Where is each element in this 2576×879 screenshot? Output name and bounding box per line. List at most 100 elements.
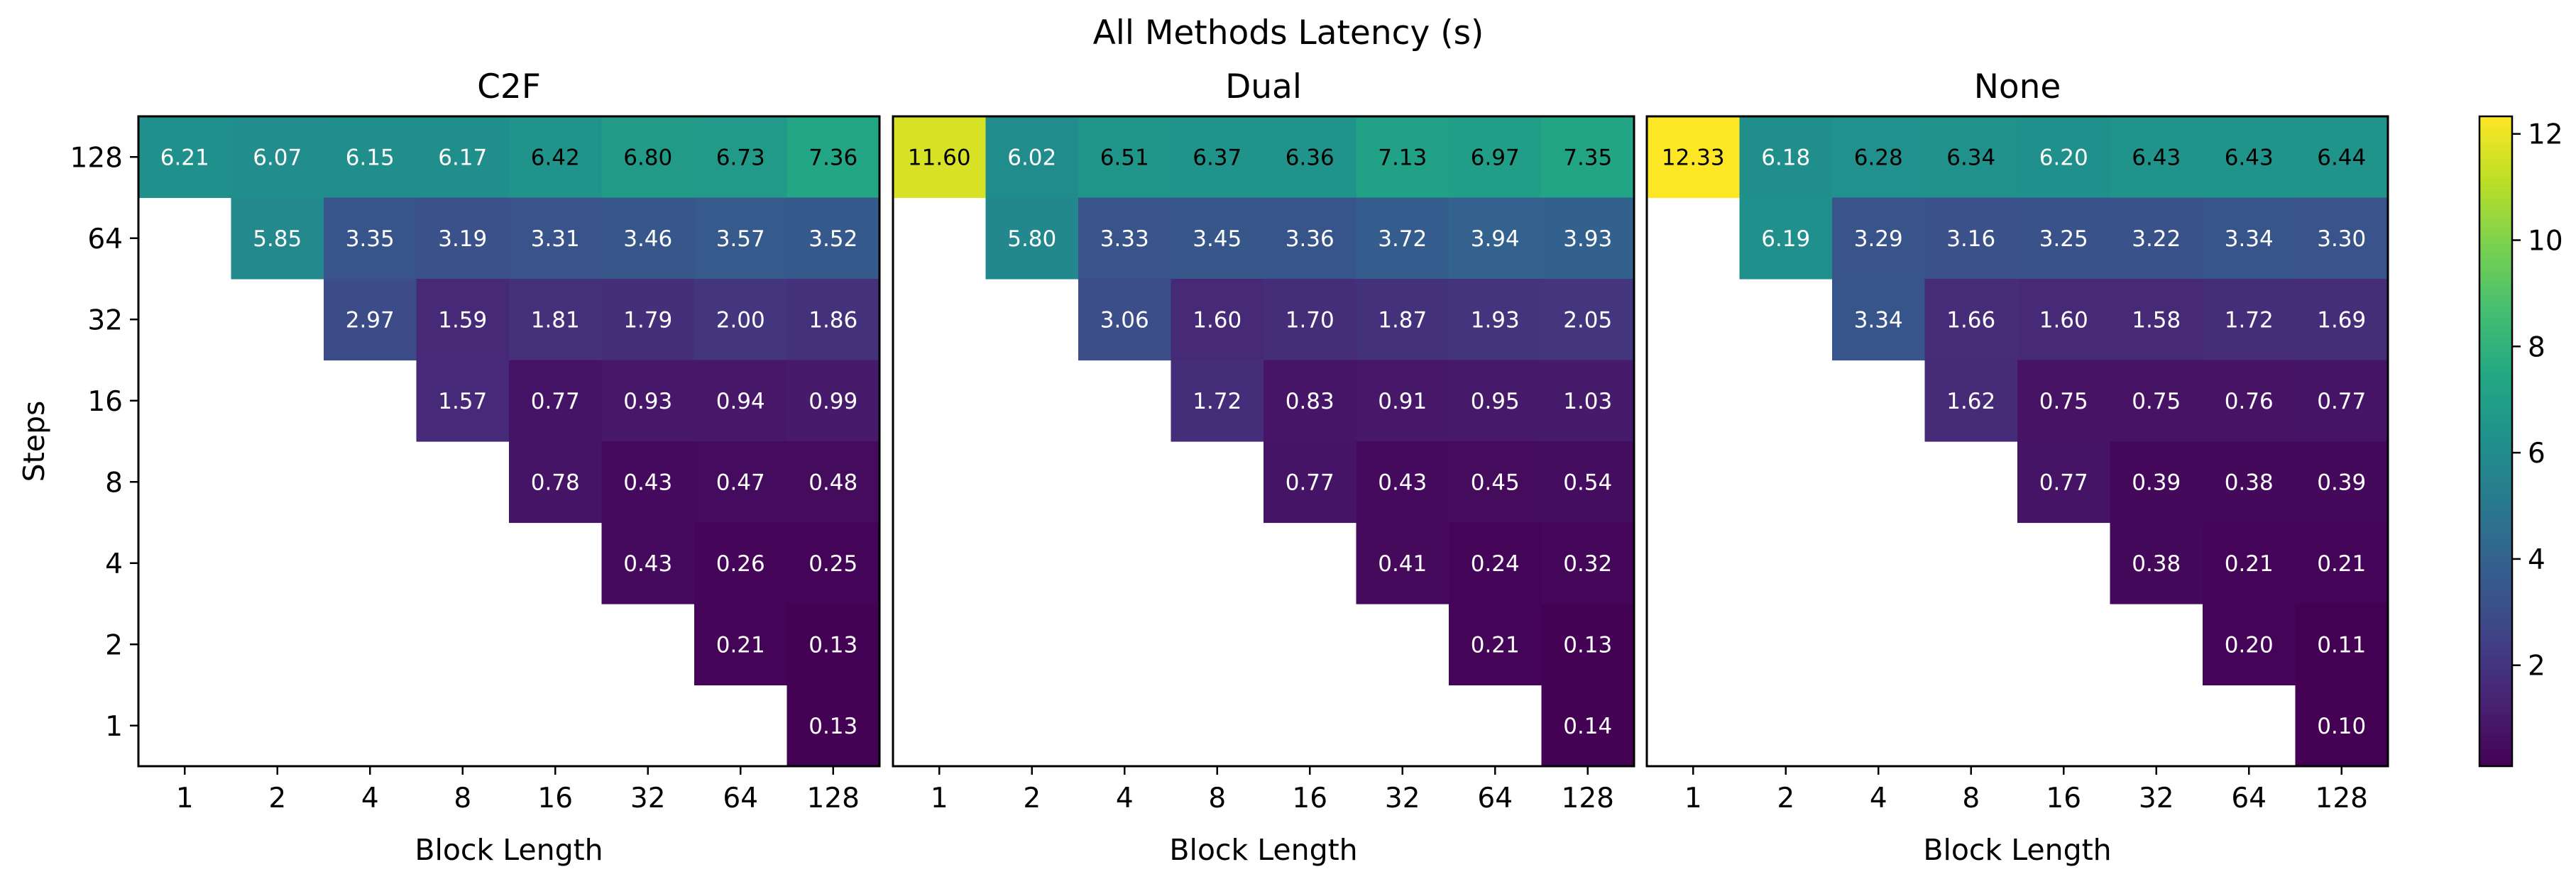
cell-value-label: 6.97 [1471,145,1520,170]
heatmap-cell [694,116,788,199]
heatmap-cell [1356,116,1449,199]
cell-value-label: 0.21 [1471,632,1520,658]
heatmap-cell [2017,279,2111,361]
cell-value-label: 6.19 [1761,226,1810,252]
heatmap-cell [2295,604,2389,686]
cell-value-label: 0.21 [2225,551,2274,577]
heatmap-cell [416,360,510,442]
x-tick-label: 1 [931,783,948,814]
heatmap-cell [2110,116,2203,199]
heatmap-panel-c2f: C2F 6.21 6.07 6.15 6.17 6.42 6.80 6.73 7.36 5.85 3… [17,67,881,867]
heatmap-cell [2203,522,2296,604]
cell-value-label: 0.21 [2317,551,2366,577]
cell-value-label: 6.44 [2317,145,2366,170]
cell-value-label: 1.72 [1193,389,1242,414]
panel-title: C2F [477,67,541,106]
cell-value-label: 1.93 [1471,307,1520,333]
cell-value-label: 6.02 [1007,145,1056,170]
cell-value-label: 7.36 [809,145,857,170]
x-tick-label: 16 [2046,783,2081,814]
cell-value-label: 12.33 [1662,145,1725,170]
heatmap-cell [694,604,788,686]
y-tick-label: 1 [105,711,123,743]
cell-value-label: 0.48 [809,470,857,495]
y-tick-label: 32 [87,304,123,336]
heatmap-cell [509,441,603,524]
cell-value-label: 1.87 [1378,307,1427,333]
cell-value-label: 0.10 [2317,714,2366,739]
cell-value-label: 6.51 [1100,145,1149,170]
y-tick-label: 8 [105,467,123,499]
cell-value-label: 1.79 [623,307,672,333]
heatmap-cell [694,441,788,524]
heatmap-cell [1078,279,1172,361]
cell-value-label: 3.35 [346,226,395,252]
heatmap-cell [601,116,695,199]
cell-value-label: 0.14 [1563,714,1612,739]
cell-value-label: 3.72 [1378,226,1427,252]
cell-value-label: 3.34 [2225,226,2274,252]
x-tick-label: 32 [1385,783,1420,814]
heatmap-cell [694,279,788,361]
x-tick-label: 2 [1023,783,1041,814]
heatmap-cell [1832,116,1926,199]
cell-value-label: 0.77 [531,389,580,414]
heatmap-cell [1832,279,1926,361]
heatmap-cell [2110,279,2203,361]
heatmap-cell [509,360,603,442]
heatmap-cell [324,197,417,280]
x-tick-label: 64 [2231,783,2267,814]
figure-title: All Methods Latency (s) [1093,13,1484,52]
heatmap-cell [2295,360,2389,442]
cell-value-label: 1.59 [438,307,487,333]
heatmap-cell [786,279,880,361]
cell-value-label: 1.69 [2317,307,2366,333]
panel-title: None [1974,67,2061,106]
cell-value-label: 1.60 [2039,307,2088,333]
heatmap-cell [1264,441,1357,524]
x-tick-label: 16 [537,783,573,814]
cell-value-label: 3.45 [1193,226,1242,252]
cell-value-label: 0.77 [1286,470,1334,495]
heatmap-cell [1541,685,1635,767]
heatmap-cell [324,279,417,361]
heatmap-cell [1356,197,1449,280]
heatmap-cell [1541,279,1635,361]
axes-frame [1645,115,2389,768]
heatmap-cell [1171,360,1264,442]
cell-value-label: 1.03 [1563,389,1612,414]
heatmap-cell [2110,197,2203,280]
cell-value-label: 0.45 [1471,470,1520,495]
cell-value-label: 3.57 [716,226,765,252]
heatmap-cell [786,116,880,199]
heatmap-cell [786,522,880,604]
heatmap-cell [1541,604,1635,686]
x-tick-label: 4 [361,783,379,814]
cell-value-label: 6.43 [2225,145,2274,170]
cell-value-label: 3.33 [1100,226,1149,252]
colorbar-gradient [2479,116,2512,766]
heatmap-cell [1264,279,1357,361]
cell-value-label: 5.80 [1007,226,1056,252]
heatmap-cell [2017,197,2111,280]
heatmap-cell [2203,441,2296,524]
x-tick-label: 4 [1116,783,1134,814]
heatmap-cell [601,441,695,524]
heatmap-cell [2295,522,2389,604]
cell-value-label: 3.52 [809,226,857,252]
cell-value-label: 1.57 [438,389,487,414]
heatmap-cell [1541,522,1635,604]
heatmap-cell [231,116,324,199]
cell-value-label: 0.11 [2317,632,2366,658]
cell-value-label: 0.43 [623,470,672,495]
x-tick-label: 16 [1292,783,1327,814]
heatmap-cell [2017,441,2111,524]
panel-title: Dual [1225,67,1302,106]
cell-value-label: 3.22 [2132,226,2181,252]
cell-value-label: 0.93 [623,389,672,414]
cell-value-label: 0.77 [2039,470,2088,495]
heatmap-cell [601,522,695,604]
cell-value-label: 6.43 [2132,145,2181,170]
